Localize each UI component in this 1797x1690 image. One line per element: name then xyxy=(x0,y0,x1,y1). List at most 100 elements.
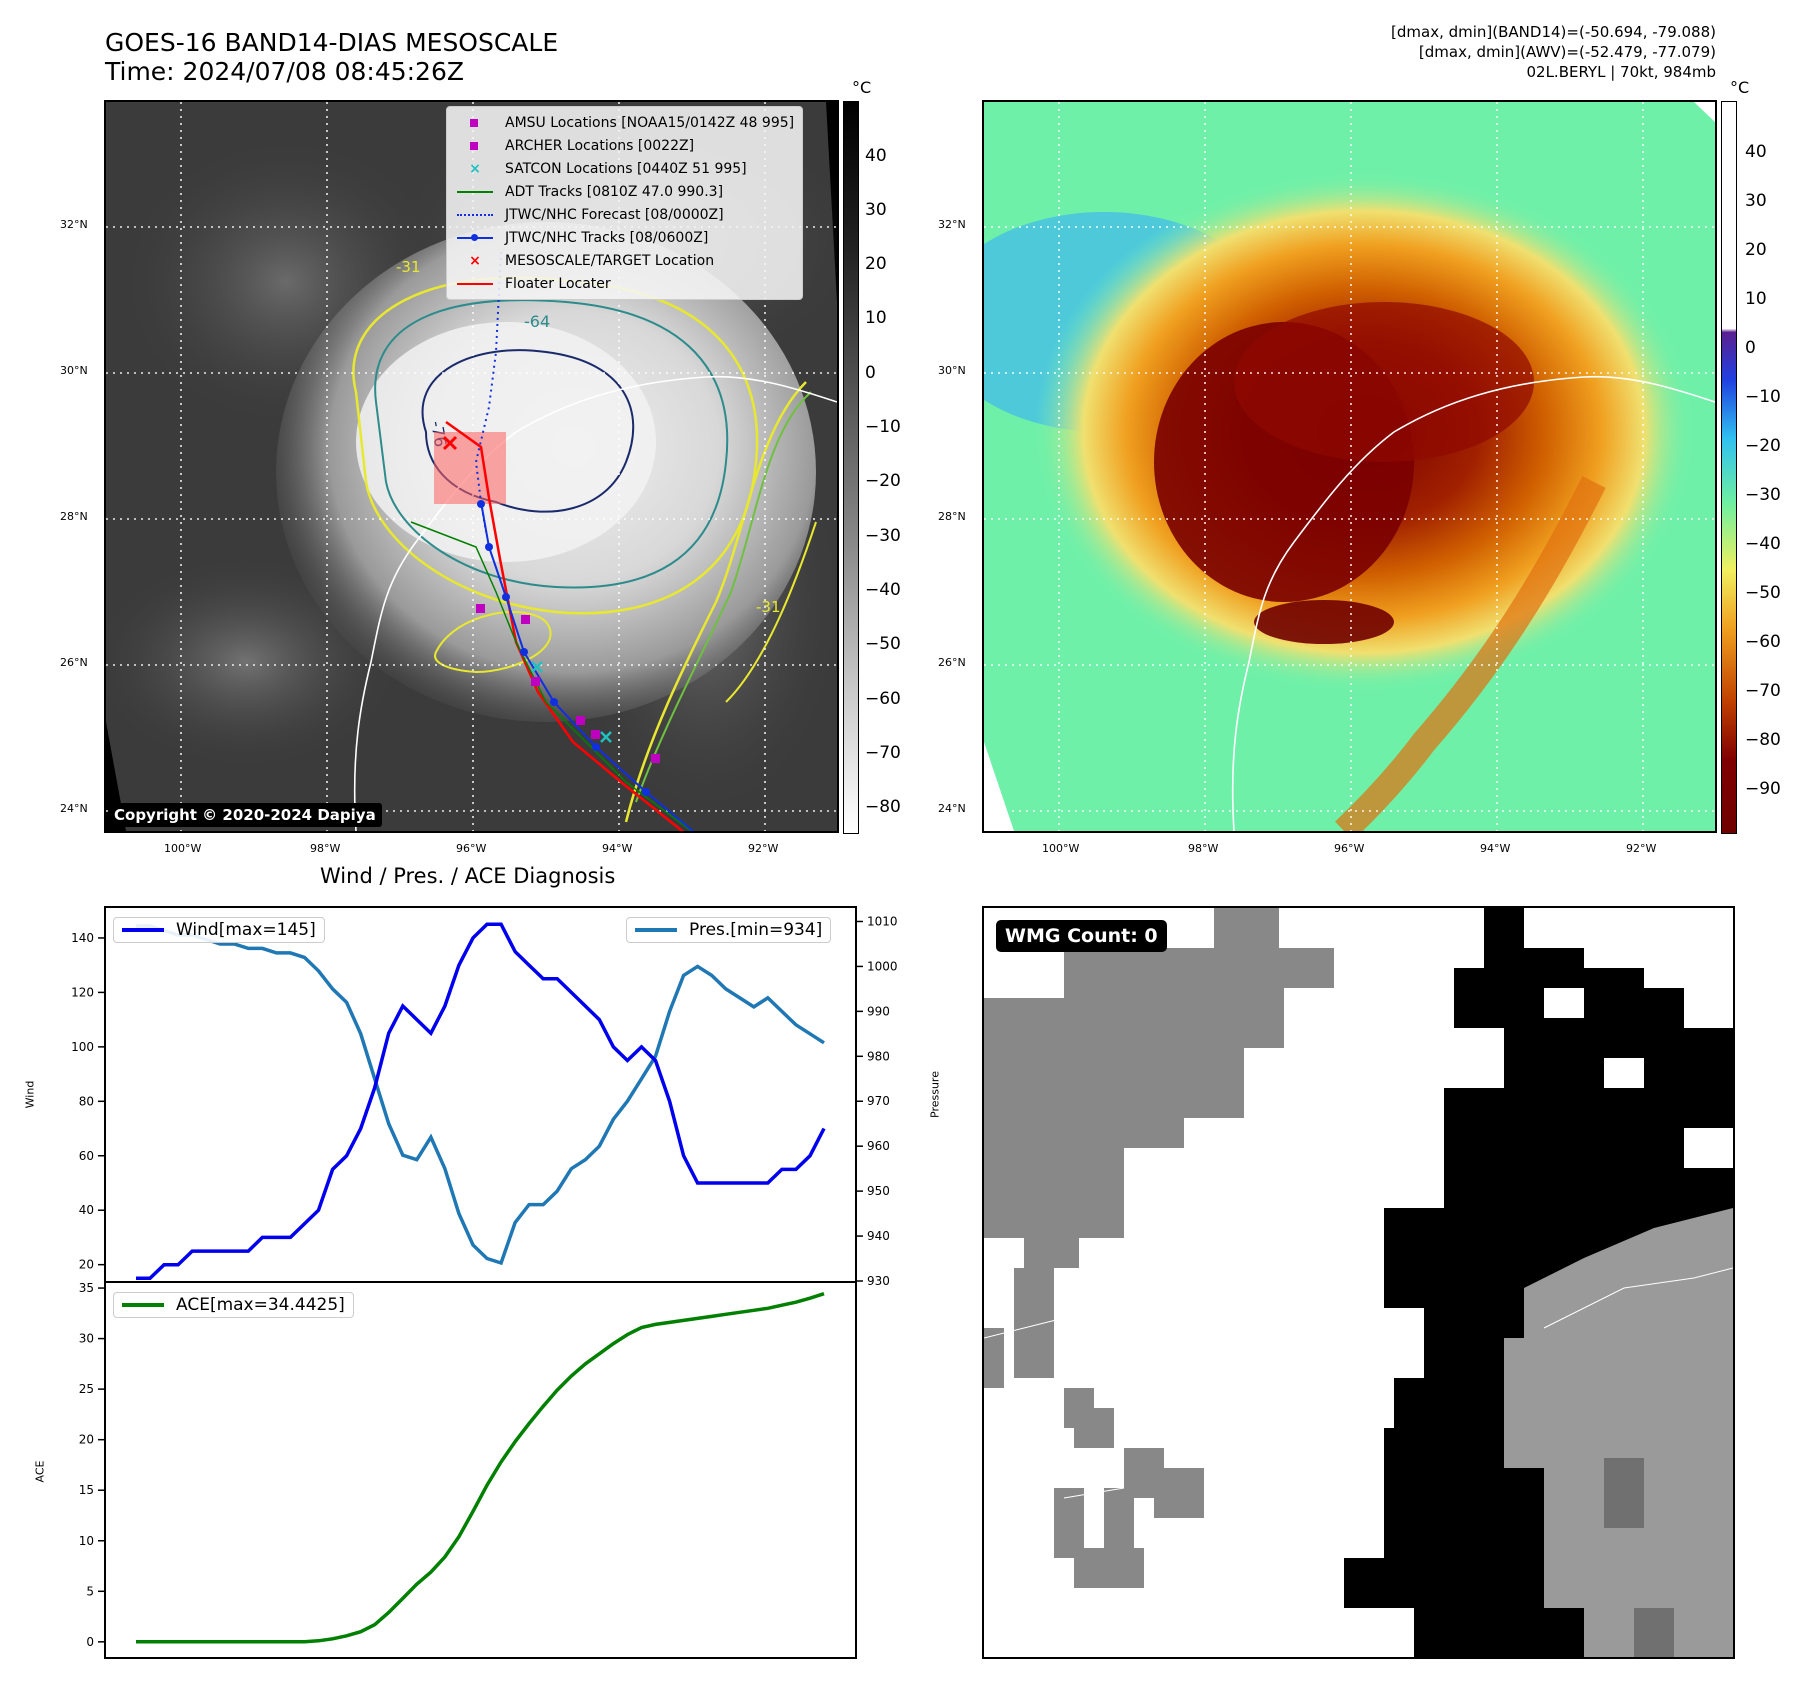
lon-tick: 92°W xyxy=(748,842,779,855)
wmg-count-badge: WMG Count: 0 xyxy=(996,920,1167,952)
axis-tick-label: 930 xyxy=(867,1274,890,1288)
contour-label-3: -31 xyxy=(396,258,421,276)
lon-tick: 94°W xyxy=(602,842,633,855)
line-swatch-icon xyxy=(122,1303,164,1307)
wmg-image xyxy=(984,908,1733,1657)
contour-label-4: -31 xyxy=(756,598,781,616)
lat-tick: 24°N xyxy=(60,802,88,815)
lon-tick: 98°W xyxy=(1188,842,1219,855)
line-dot-icon xyxy=(455,230,495,246)
legend-item-satcon: × SATCON Locations [0440Z 51 995] xyxy=(455,157,794,180)
legend-item-target: × MESOSCALE/TARGET Location xyxy=(455,249,794,272)
colorbar-right-tick: 20 xyxy=(1745,240,1767,260)
info-line-3: 02L.BERYL | 70kt, 984mb xyxy=(1526,63,1716,81)
colorbar-left-tick: 0 xyxy=(865,363,876,383)
colorbar-right-unit: °C xyxy=(1730,78,1750,97)
legend-item-amsu: AMSU Locations [NOAA15/0142Z 48 995] xyxy=(455,111,794,134)
lat-tick: 32°N xyxy=(60,218,88,231)
lon-tick: 100°W xyxy=(1042,842,1080,855)
colorbar-right-tick: 10 xyxy=(1745,289,1767,309)
colorbar-right-tick: 40 xyxy=(1745,142,1767,162)
ace-series-line xyxy=(136,1292,825,1644)
colorbar-right-tick: 30 xyxy=(1745,191,1767,211)
lon-tick: 94°W xyxy=(1480,842,1511,855)
lon-tick: 96°W xyxy=(456,842,487,855)
map-legend: AMSU Locations [NOAA15/0142Z 48 995] ARC… xyxy=(446,106,804,300)
colorbar-left-tick: −80 xyxy=(865,797,901,817)
colorbar-right-tick: −40 xyxy=(1745,534,1781,554)
axis-tick-label: 15 xyxy=(79,1483,94,1497)
figure-title: GOES-16 BAND14-DIAS MESOSCALE xyxy=(105,28,559,57)
colorbar-left-tick: 20 xyxy=(865,254,887,274)
axis-tick-label: 10 xyxy=(79,1534,94,1548)
ace-axis-ticks: 0 5 10 15 20 25 30 35 xyxy=(79,1281,104,1649)
axis-tick-label: 20 xyxy=(79,1433,94,1447)
wmg-panel: WMG Count: 0 xyxy=(982,906,1735,1659)
wind-axis-label: Wind xyxy=(23,1080,37,1109)
axis-tick-label: 960 xyxy=(867,1139,890,1153)
lon-tick: 92°W xyxy=(1626,842,1657,855)
lon-tick: 98°W xyxy=(310,842,341,855)
colorbar-right xyxy=(1721,101,1737,834)
axis-tick-label: 40 xyxy=(79,1203,94,1217)
axis-tick-label: 100 xyxy=(71,1040,94,1054)
lat-tick: 30°N xyxy=(60,364,88,377)
axis-tick-label: 970 xyxy=(867,1094,890,1108)
legend-item-adt: ADT Tracks [0810Z 47.0 990.3] xyxy=(455,180,794,203)
axis-tick-label: 1000 xyxy=(867,959,898,973)
lat-tick: 28°N xyxy=(60,510,88,523)
contour-label-1: -64 xyxy=(524,312,550,331)
colorbar-left-unit: °C xyxy=(852,78,872,97)
colorbar-left-tick: −60 xyxy=(865,689,901,709)
lon-tick: 96°W xyxy=(1334,842,1365,855)
axis-tick-label: 980 xyxy=(867,1049,890,1063)
awv-map-panel xyxy=(982,100,1717,833)
pressure-axis-ticks: 930 940 950 960 970 980 990 1000 1010 xyxy=(857,914,898,1288)
colorbar-right-tick: −50 xyxy=(1745,583,1781,603)
colorbar-left-tick: −20 xyxy=(865,471,901,491)
diagnosis-title: Wind / Pres. / ACE Diagnosis xyxy=(320,864,616,888)
pressure-series-line xyxy=(136,924,825,1266)
info-line-2: [dmax, dmin](AWV)=(-52.479, -77.079) xyxy=(1418,43,1716,61)
line-swatch-icon xyxy=(635,928,677,932)
ace-legend: ACE[max=34.4425] xyxy=(113,1292,354,1318)
square-marker-icon xyxy=(455,115,495,131)
colorbar-left-tick: −30 xyxy=(865,526,901,546)
lat-tick: 28°N xyxy=(938,510,966,523)
colorbar-left-tick: −50 xyxy=(865,634,901,654)
wind-legend: Wind[max=145] xyxy=(113,917,325,943)
colorbar-left-tick: 10 xyxy=(865,308,887,328)
axis-tick-label: 0 xyxy=(86,1635,94,1649)
wind-series-line xyxy=(136,922,826,1281)
legend-item-tracks: JTWC/NHC Tracks [08/0600Z] xyxy=(455,226,794,249)
axis-tick-label: 990 xyxy=(867,1004,890,1018)
pressure-axis-label: Pressure xyxy=(928,1071,942,1118)
axis-tick-label: 120 xyxy=(71,985,94,999)
legend-item-floater: Floater Locater xyxy=(455,272,794,295)
colorbar-right-tick: −20 xyxy=(1745,436,1781,456)
colorbar-right-tick: −80 xyxy=(1745,730,1781,750)
wind-axis-ticks: 20 40 60 80 100 120 140 xyxy=(71,931,104,1272)
axis-tick-label: 940 xyxy=(867,1229,890,1243)
colorbar-left-tick: −70 xyxy=(865,743,901,763)
axis-tick-label: 35 xyxy=(79,1281,94,1295)
dotted-line-icon xyxy=(455,207,495,223)
colorbar-left xyxy=(843,101,859,834)
colorbar-right-tick: −70 xyxy=(1745,681,1781,701)
x-marker-icon: × xyxy=(469,160,481,177)
pressure-legend: Pres.[min=934] xyxy=(626,917,832,943)
info-line-1: [dmax, dmin](BAND14)=(-50.694, -79.088) xyxy=(1391,23,1716,41)
axis-tick-label: 20 xyxy=(79,1258,94,1272)
legend-item-forecast: JTWC/NHC Forecast [08/0000Z] xyxy=(455,203,794,226)
lat-tick: 26°N xyxy=(60,656,88,669)
colorbar-right-tick: 0 xyxy=(1745,338,1756,358)
line-swatch-icon xyxy=(122,928,164,932)
line-marker-icon xyxy=(455,184,495,200)
axis-tick-label: 1010 xyxy=(867,914,898,928)
axis-tick-label: 5 xyxy=(86,1584,94,1598)
colorbar-left-tick: −10 xyxy=(865,417,901,437)
panel-divider xyxy=(104,1281,857,1283)
axis-tick-label: 950 xyxy=(867,1184,890,1198)
figure-time: Time: 2024/07/08 08:45:26Z xyxy=(105,57,464,86)
